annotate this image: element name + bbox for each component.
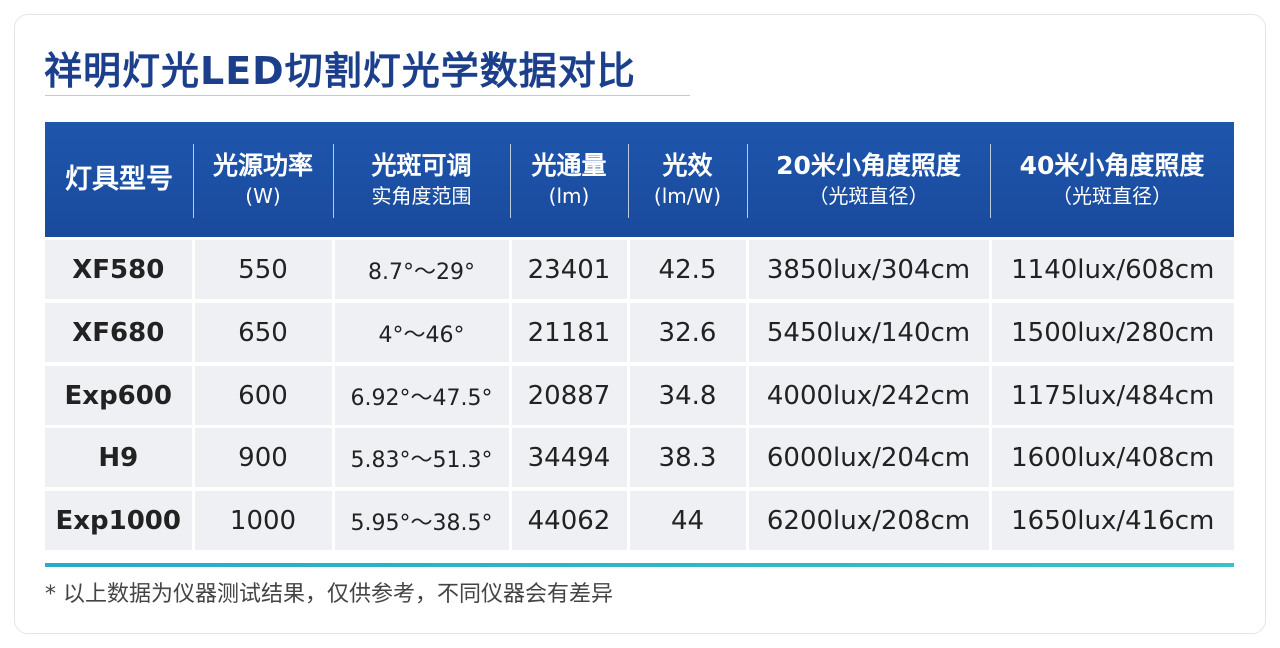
- table-cell: 44: [629, 491, 746, 550]
- table-cell: 4000lux/242cm: [748, 366, 989, 425]
- header-text: 20米小角度照度: [776, 150, 961, 180]
- title: 祥明灯光LED切割灯光学数据对比: [44, 49, 636, 93]
- header-cell: 40米小角度照度 （光斑直径）: [990, 122, 1234, 237]
- table-cell: 38.3: [629, 428, 746, 487]
- bottom-rule: [45, 563, 1234, 567]
- header-text: （光斑直径）: [808, 183, 929, 208]
- footnote: * 以上数据为仪器测试结果，仅供参考，不同仪器会有差异: [45, 582, 613, 607]
- header-cell: 20米小角度照度 （光斑直径）: [747, 122, 990, 237]
- header-text: （光斑直径）: [1052, 183, 1172, 208]
- table-cell: 23401: [511, 240, 627, 299]
- header-cell: 灯具型号: [45, 122, 193, 237]
- table-cell: 550: [194, 240, 332, 299]
- header-separator: [510, 144, 511, 218]
- table-cell: Exp600: [45, 366, 192, 425]
- table-cell: 5.83°～51.3°: [334, 428, 509, 487]
- table-cell: 42.5: [629, 240, 746, 299]
- table-cell: XF680: [45, 303, 192, 362]
- table-cell: 5.95°～38.5°: [334, 491, 509, 550]
- header-separator: [333, 144, 334, 218]
- table-cell: 20887: [511, 366, 627, 425]
- header-text: 40米小角度照度: [1019, 150, 1205, 180]
- table-cell: H9: [45, 428, 192, 487]
- header-separator: [193, 144, 194, 218]
- header-cell: 光效 (lm/W): [628, 122, 747, 237]
- header-text: 灯具型号: [65, 163, 173, 195]
- header-text: (lm): [548, 183, 590, 208]
- header-separator: [628, 144, 629, 218]
- header-cell: 光斑可调 实角度范围: [333, 122, 510, 237]
- header-text: (lm/W): [653, 183, 722, 208]
- table-cell: 8.7°～29°: [334, 240, 509, 299]
- table-cell: 900: [194, 428, 332, 487]
- table-cell: 1000: [194, 491, 332, 550]
- title-rule: [45, 95, 690, 96]
- table-cell: Exp1000: [45, 491, 192, 550]
- table-cell: 650: [194, 303, 332, 362]
- header-text: 光通量: [531, 150, 607, 180]
- table-cell: 34494: [511, 428, 627, 487]
- table-cell: 3850lux/304cm: [748, 240, 989, 299]
- header-text: 光源功率: [212, 150, 313, 180]
- table-cell: 6000lux/204cm: [748, 428, 989, 487]
- table: 灯具型号 光源功率 (W) 光斑可调 实角度范围 光通量 (lm) 光效 (lm/W) 20米小角…: [45, 122, 1234, 552]
- table-cell: 1500lux/280cm: [991, 303, 1234, 362]
- table-cell: 34.8: [629, 366, 746, 425]
- table-cell: 44062: [511, 491, 627, 550]
- table-cell: 6.92°～47.5°: [334, 366, 509, 425]
- header-text: 实角度范围: [371, 183, 472, 208]
- header-text: 光斑可调: [371, 150, 472, 180]
- header-cell: 光通量 (lm): [510, 122, 628, 237]
- table-cell: 1175lux/484cm: [991, 366, 1234, 425]
- table-cell: 1140lux/608cm: [991, 240, 1234, 299]
- table-cell: 1600lux/408cm: [991, 428, 1234, 487]
- table-cell: 4°～46°: [334, 303, 509, 362]
- table-cell: 6200lux/208cm: [748, 491, 989, 550]
- header-separator: [990, 144, 991, 218]
- header-separator: [747, 144, 748, 218]
- table-cell: 21181: [511, 303, 627, 362]
- table-cell: XF580: [45, 240, 192, 299]
- table-header: [45, 122, 1234, 237]
- table-cell: 32.6: [629, 303, 746, 362]
- table-cell: 600: [194, 366, 332, 425]
- table-cell: 5450lux/140cm: [748, 303, 989, 362]
- header-cell: 光源功率 (W): [193, 122, 333, 237]
- table-cell: 1650lux/416cm: [991, 491, 1234, 550]
- header-text: 光效: [662, 150, 713, 180]
- header-text: (W): [245, 183, 281, 208]
